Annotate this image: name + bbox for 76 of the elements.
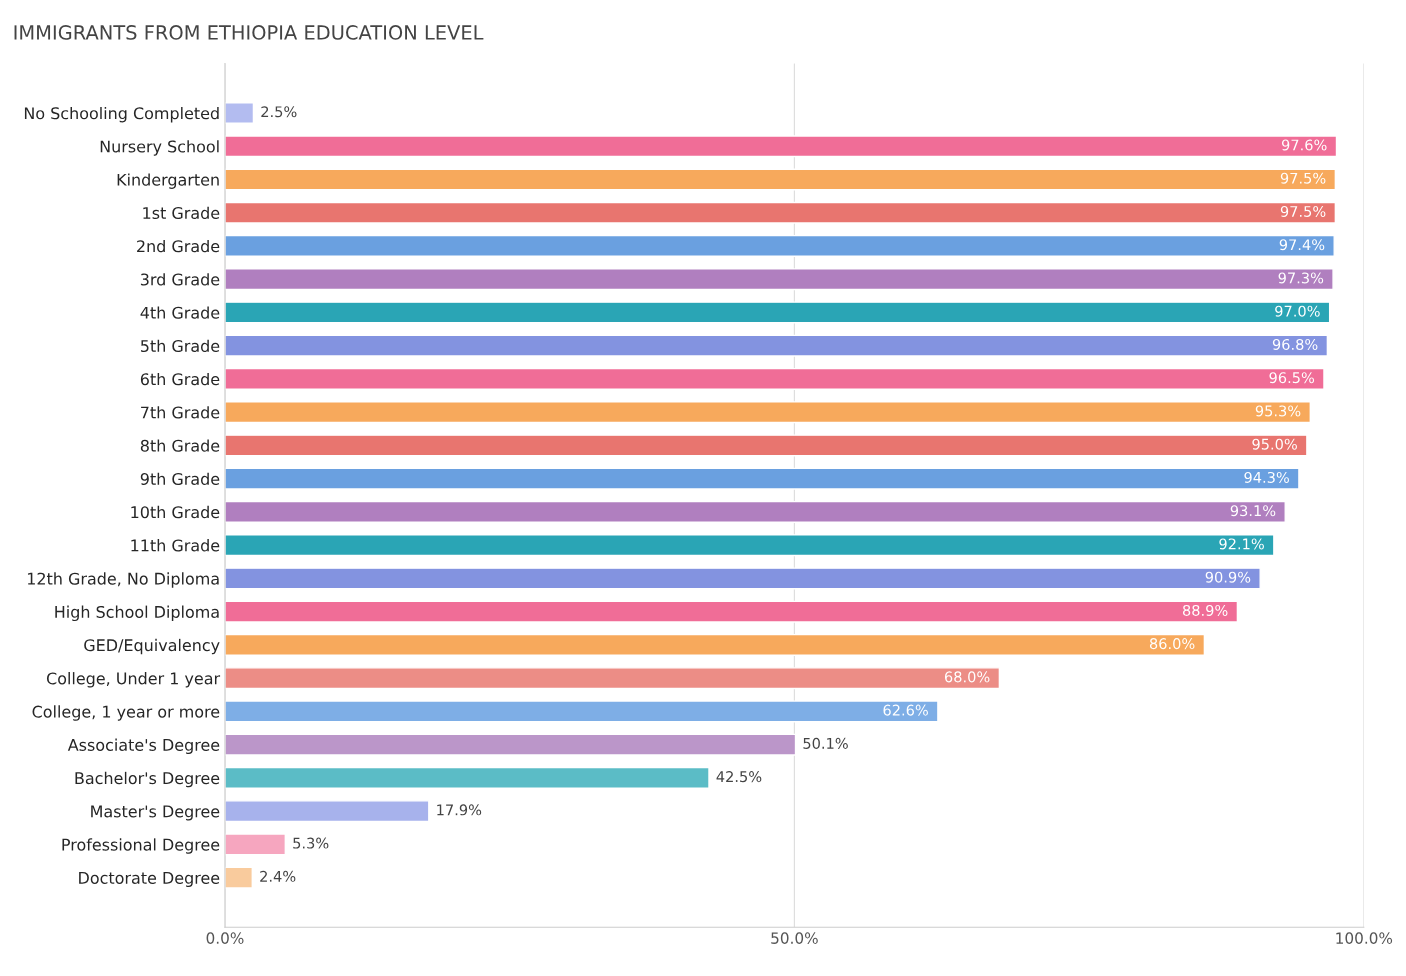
bar xyxy=(224,168,1337,191)
data-label: 2.4% xyxy=(260,870,296,882)
data-label: 68.0% xyxy=(944,671,990,683)
y-tick-label: Associate's Degree xyxy=(67,738,220,755)
bar xyxy=(224,733,797,756)
y-tick-label: GED/Equivalency xyxy=(84,638,220,655)
data-label: 97.5% xyxy=(1280,205,1326,217)
data-label: 93.1% xyxy=(1230,505,1276,517)
bar xyxy=(224,500,1286,523)
y-tick-label: 8th Grade xyxy=(140,439,220,452)
y-tick-label: 3rd Grade xyxy=(140,273,220,286)
bar xyxy=(224,700,939,723)
y-tick-label: Nursery School xyxy=(100,140,219,156)
y-tick-label: 4th Grade xyxy=(140,306,220,319)
y-tick-label: Professional Degree xyxy=(62,838,220,854)
y-tick-label: Bachelor's Degree xyxy=(75,771,220,788)
y-tick-label: Kindergarten xyxy=(117,173,219,189)
data-label: 50.1% xyxy=(803,737,848,749)
data-label: 96.5% xyxy=(1269,372,1315,384)
y-tick-label: No Schooling Completed xyxy=(24,106,219,123)
data-label: 62.6% xyxy=(883,704,928,716)
y-tick-label: 11th Grade xyxy=(131,539,220,552)
bar xyxy=(224,766,710,789)
data-label: 97.5% xyxy=(1280,172,1326,184)
bar xyxy=(224,102,255,125)
data-label: 97.3% xyxy=(1278,272,1324,284)
bar xyxy=(224,234,1335,257)
bar xyxy=(224,800,430,823)
bar xyxy=(224,301,1331,324)
data-label: 96.8% xyxy=(1272,338,1318,350)
bar xyxy=(224,866,253,889)
data-label: 5.3% xyxy=(293,837,329,849)
bar xyxy=(224,667,1001,690)
bar xyxy=(224,434,1308,457)
data-label: 2.5% xyxy=(261,106,297,118)
y-tick-label: 1st Grade xyxy=(143,206,220,220)
data-label: 17.9% xyxy=(437,804,482,816)
x-tick-label: 50.0% xyxy=(771,932,818,944)
data-label: 94.3% xyxy=(1244,471,1289,483)
y-tick-label: 10th Grade xyxy=(131,505,220,519)
y-tick-label: 9th Grade xyxy=(140,472,220,485)
bar xyxy=(224,600,1239,623)
y-tick-label: High School Diploma xyxy=(55,605,219,622)
data-label: 95.3% xyxy=(1255,405,1301,417)
y-tick-label: 12th Grade, No Diploma xyxy=(27,572,219,588)
y-tick-label: 2nd Grade xyxy=(137,239,220,253)
y-tick-label: College, 1 year or more xyxy=(32,705,220,721)
y-tick-label: Master's Degree xyxy=(91,805,220,821)
chart-title: IMMIGRANTS FROM ETHIOPIA EDUCATION LEVEL xyxy=(14,25,484,40)
data-label: 97.0% xyxy=(1275,305,1320,317)
y-tick-label: 6th Grade xyxy=(140,372,220,386)
bar xyxy=(224,567,1261,590)
y-tick-label: College, Under 1 year xyxy=(46,672,221,688)
x-tick-label: 0.0% xyxy=(206,932,244,944)
bar xyxy=(224,367,1325,390)
bar xyxy=(224,135,1338,158)
bar xyxy=(224,833,287,856)
bar xyxy=(224,401,1311,424)
data-label: 88.9% xyxy=(1182,604,1228,616)
bar xyxy=(224,201,1337,224)
data-label: 92.1% xyxy=(1219,538,1264,550)
bar xyxy=(224,334,1329,357)
y-tick-label: Doctorate Degree xyxy=(79,872,220,888)
y-tick-label: 7th Grade xyxy=(141,406,220,419)
bar xyxy=(224,268,1334,291)
bar xyxy=(224,534,1275,557)
data-label: 86.0% xyxy=(1149,638,1195,650)
x-tick-label: 100.0% xyxy=(1336,932,1393,944)
y-tick-label: 5th Grade xyxy=(141,339,220,353)
bar xyxy=(224,467,1300,490)
data-label: 95.0% xyxy=(1252,438,1297,450)
data-label: 97.6% xyxy=(1281,139,1327,151)
data-label: 90.9% xyxy=(1205,571,1251,583)
bar xyxy=(224,633,1206,656)
data-label: 42.5% xyxy=(716,771,762,783)
data-label: 97.4% xyxy=(1279,239,1325,251)
